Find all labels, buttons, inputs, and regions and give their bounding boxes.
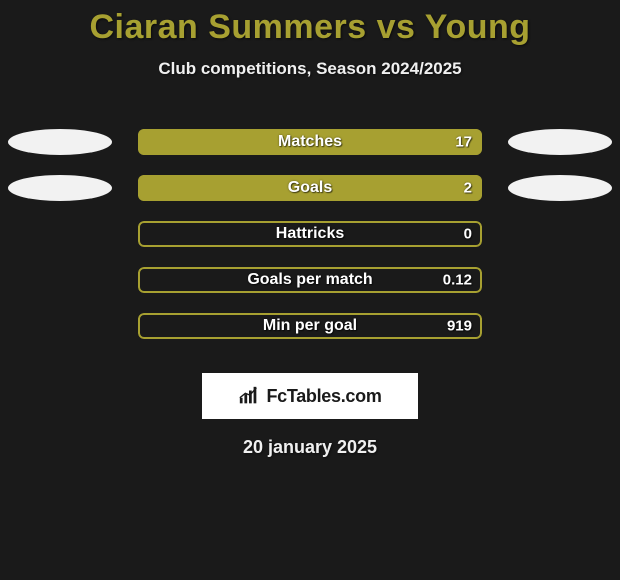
date-text: 20 january 2025 [0, 437, 620, 458]
stat-bar: Matches 17 [138, 129, 482, 155]
stat-bar: Goals per match 0.12 [138, 267, 482, 293]
right-score-ellipse [508, 313, 612, 339]
stat-label: Goals [288, 179, 332, 197]
right-score-ellipse [508, 175, 612, 201]
right-score-ellipse [508, 129, 612, 155]
stat-row: Hattricks 0 [0, 211, 620, 257]
stat-label: Min per goal [263, 317, 357, 335]
stat-row: Matches 17 [0, 119, 620, 165]
stat-value: 0.12 [443, 272, 472, 289]
stat-row: Goals per match 0.12 [0, 257, 620, 303]
page-title: Ciaran Summers vs Young [0, 0, 620, 47]
stat-value: 0 [464, 226, 472, 243]
stat-row: Min per goal 919 [0, 303, 620, 349]
bar-chart-icon [238, 385, 260, 407]
stat-value: 919 [447, 318, 472, 335]
left-score-ellipse [8, 267, 112, 293]
comparison-infographic: Ciaran Summers vs Young Club competition… [0, 0, 620, 580]
left-score-ellipse [8, 129, 112, 155]
stat-bar: Goals 2 [138, 175, 482, 201]
right-score-ellipse [508, 267, 612, 293]
left-score-ellipse [8, 175, 112, 201]
logo-box: FcTables.com [202, 373, 418, 419]
stat-rows: Matches 17 Goals 2 Hattricks 0 Goals per match… [0, 119, 620, 349]
logo-text: FcTables.com [266, 386, 381, 407]
stat-value: 17 [455, 134, 472, 151]
stat-row: Goals 2 [0, 165, 620, 211]
stat-label: Hattricks [276, 225, 344, 243]
left-score-ellipse [8, 221, 112, 247]
subtitle: Club competitions, Season 2024/2025 [0, 59, 620, 79]
stat-label: Goals per match [247, 271, 372, 289]
right-score-ellipse [508, 221, 612, 247]
stat-bar: Hattricks 0 [138, 221, 482, 247]
stat-bar: Min per goal 919 [138, 313, 482, 339]
stat-label: Matches [278, 133, 342, 151]
left-score-ellipse [8, 313, 112, 339]
stat-value: 2 [464, 180, 472, 197]
